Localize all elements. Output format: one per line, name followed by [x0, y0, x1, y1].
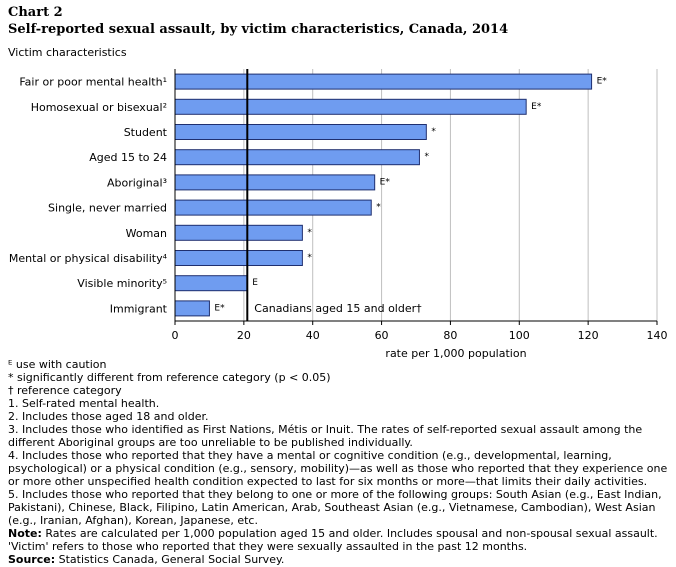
note: Note: Rates are calculated per 1,000 pop… [8, 527, 670, 553]
category-label-4: Aboriginal³ [107, 176, 167, 189]
reference-label: Canadians aged 15 and older† [254, 302, 422, 315]
bar-0 [174, 73, 593, 90]
category-label-6: Woman [126, 227, 167, 240]
bar-flag-8: E [252, 278, 258, 288]
x-tick-label-1: 20 [237, 329, 251, 342]
note-label: Note: [8, 527, 42, 540]
x-tick-label-3: 60 [375, 329, 389, 342]
category-label-5: Single, never married [48, 202, 167, 215]
bar-7 [174, 250, 303, 266]
category-label-1: Homosexual or bisexual² [31, 101, 167, 114]
bar-9 [174, 300, 210, 317]
x-tick-label-7: 140 [647, 329, 668, 342]
note-use-with-caution: ᴱ use with caution [8, 358, 107, 371]
category-label-9: Immigrant [110, 302, 168, 315]
source: Source: Statistics Canada, General Socia… [8, 553, 670, 566]
bar-6 [174, 224, 303, 241]
x-tick-label-6: 120 [578, 329, 599, 342]
category-label-3: Aged 15 to 24 [89, 151, 167, 164]
note-significance: * significantly different from reference… [8, 371, 331, 384]
bar-flag-0: E* [597, 77, 608, 87]
footnote-3: 3. Includes those who identified as Firs… [8, 423, 643, 449]
bar-flag-2: * [431, 127, 436, 137]
chart-number: Chart 2 [8, 5, 63, 20]
bar-flag-1: E* [531, 102, 542, 112]
bar-flag-9: E* [214, 303, 225, 313]
source-text: Statistics Canada, General Social Survey… [55, 553, 285, 566]
note-reference: † reference category [8, 384, 122, 397]
bar-2 [174, 124, 427, 140]
category-label-7: Mental or physical disability⁴ [9, 252, 168, 265]
note-text: Rates are calculated per 1,000 populatio… [8, 527, 658, 553]
x-tick-label-4: 80 [443, 329, 457, 342]
bar-1 [174, 98, 527, 115]
x-axis-title: rate per 1,000 population [385, 347, 526, 360]
footnote-5: 5. Includes those who reported that they… [8, 488, 662, 527]
bar-flag-7: * [307, 253, 312, 263]
bar-5 [174, 199, 372, 216]
bar-flag-4: E* [380, 177, 391, 187]
bar-chart: Fair or poor mental health¹ E*Homosexual … [9, 69, 668, 360]
bar-flag-6: * [307, 228, 312, 238]
bar-4 [174, 174, 376, 191]
footnote-1: 1. Self-rated mental health. [8, 397, 160, 410]
category-label-2: Student [124, 126, 168, 139]
chart-title: Self-reported sexual assault, by victim … [8, 22, 509, 37]
footnote-2: 2. Includes those aged 18 and older. [8, 410, 209, 423]
bar-flag-3: * [424, 152, 429, 162]
footnote-4: 4. Includes those who reported that they… [8, 449, 668, 488]
source-label: Source: [8, 553, 56, 566]
bar-flag-5: * [376, 203, 381, 213]
bar-3 [174, 149, 420, 166]
x-tick-label-2: 40 [306, 329, 320, 342]
category-label-0: Fair or poor mental health¹ [19, 76, 167, 89]
category-label-8: Visible minority⁵ [77, 277, 167, 290]
y-axis-title: Victim characteristics [8, 46, 127, 59]
x-tick-label-5: 100 [509, 329, 530, 342]
x-tick-label-0: 0 [172, 329, 179, 342]
bar-8 [174, 275, 248, 292]
chart-notes: ᴱ use with caution * significantly diffe… [8, 358, 670, 566]
